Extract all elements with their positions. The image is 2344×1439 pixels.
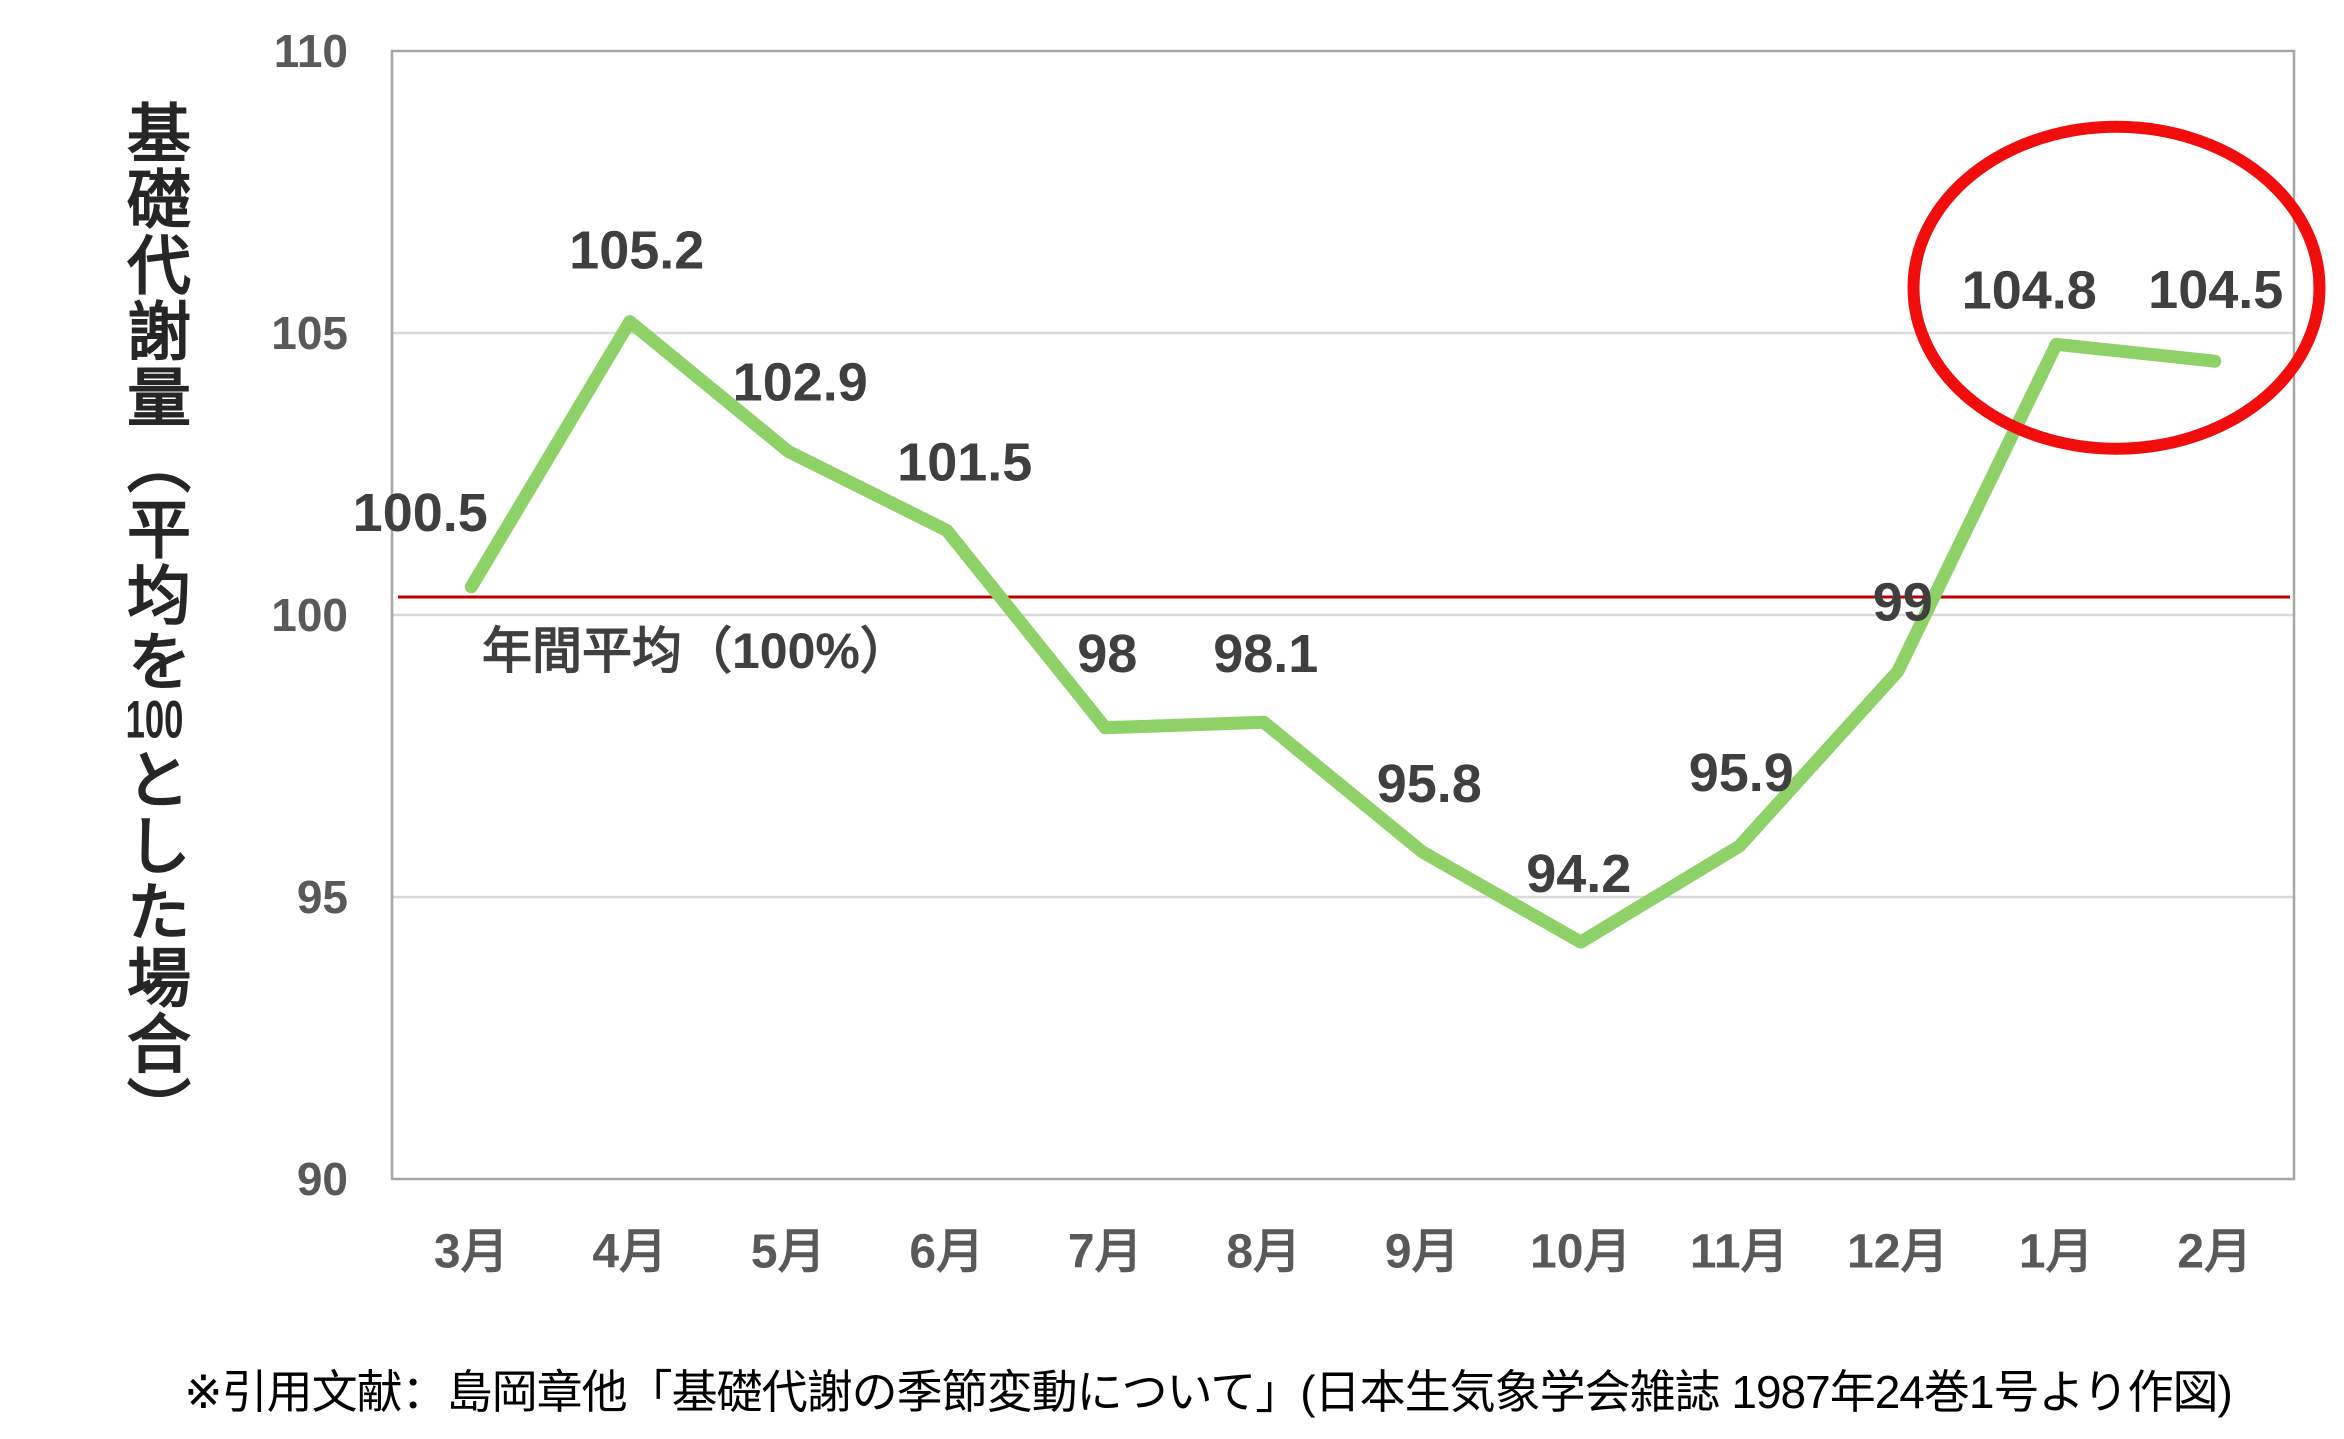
x-tick-10月: 10月 xyxy=(1530,1226,1631,1279)
x-tick-8月: 8月 xyxy=(1226,1226,1301,1279)
data-label-7月: 98 xyxy=(1077,624,1137,684)
x-tick-3月: 3月 xyxy=(434,1226,509,1279)
x-tick-4月: 4月 xyxy=(592,1226,667,1279)
data-label-3月: 100.5 xyxy=(353,483,488,543)
x-tick-1月: 1月 xyxy=(2019,1226,2094,1279)
x-tick-7月: 7月 xyxy=(1068,1226,1143,1279)
y-tick-95: 95 xyxy=(297,871,348,923)
y-tick-105: 105 xyxy=(271,307,348,359)
data-label-9月: 95.8 xyxy=(1377,754,1482,814)
y-tick-110: 110 xyxy=(274,25,348,77)
data-label-8月: 98.1 xyxy=(1213,624,1318,684)
highlight-ellipse xyxy=(1907,120,2326,455)
data-label-10月: 94.2 xyxy=(1526,844,1631,904)
y-axis-title-pre: 基礎代謝量（平均を xyxy=(118,100,190,694)
data-label-6月: 101.5 xyxy=(897,432,1032,492)
x-tick-2月: 2月 xyxy=(2177,1226,2252,1279)
x-tick-6月: 6月 xyxy=(909,1226,984,1279)
y-axis-title-100: 100 xyxy=(125,694,184,747)
data-label-2月: 104.5 xyxy=(2148,260,2283,320)
y-axis-title-post: とした場合） xyxy=(118,746,190,1143)
metabolism-line-series xyxy=(464,315,2222,949)
data-label-11月: 95.9 xyxy=(1689,743,1794,803)
plot-border xyxy=(390,49,2296,1181)
data-label-4月: 105.2 xyxy=(569,221,704,281)
source-caption: ※引用文献：島岡章他「基礎代謝の季節変動について」(日本生気象学会雑誌 1987… xyxy=(184,1366,2233,1418)
x-tick-9月: 9月 xyxy=(1385,1226,1460,1279)
data-label-5月: 102.9 xyxy=(733,352,868,412)
y-axis-title: 基礎代謝量（平均を100とした場合） xyxy=(118,100,190,1142)
x-tick-5月: 5月 xyxy=(751,1226,826,1279)
data-label-1月: 104.8 xyxy=(1962,260,2097,320)
y-tick-90: 90 xyxy=(297,1153,348,1205)
x-tick-11月: 11月 xyxy=(1690,1226,1789,1279)
x-tick-12月: 12月 xyxy=(1847,1226,1948,1279)
y-tick-100: 100 xyxy=(271,589,348,641)
average-reference-label: 年間平均（100%） xyxy=(482,623,910,679)
data-label-12月: 99 xyxy=(1873,572,1933,632)
